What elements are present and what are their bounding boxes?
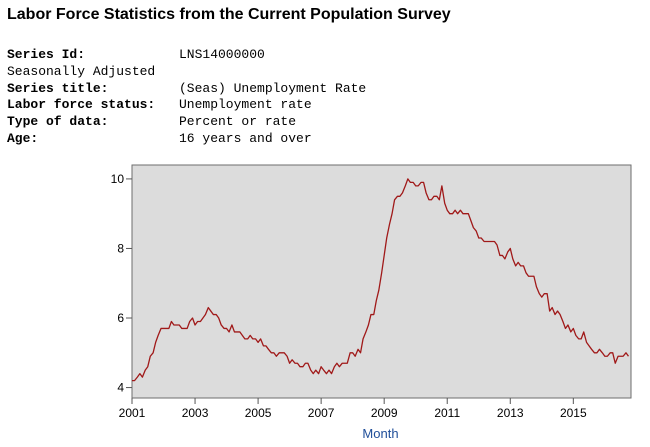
seasonal-note: Seasonally Adjusted [7, 63, 156, 79]
data-type-label: Type of data: [7, 114, 109, 130]
data-type-value: Percent or rate [179, 114, 297, 130]
plot-area [131, 164, 632, 399]
y-tick-label: 8 [117, 241, 124, 255]
x-tick-label: 2013 [497, 406, 524, 420]
x-tick-label: 2001 [119, 406, 146, 420]
age-value: 16 years and over [179, 130, 312, 146]
labor-status-label: Labor force status: [7, 97, 156, 113]
page-title: Labor Force Statistics from the Current … [7, 6, 451, 23]
y-tick-label: 4 [117, 381, 124, 395]
unemployment-rate-chart: 4 6 8 10 2001 2003 2005 2007 2009 2011 2013 2015 Mo… [111, 164, 632, 441]
x-tick-label: 2009 [371, 406, 398, 420]
series-title-value: (Seas) Unemployment Rate [179, 80, 367, 96]
y-tick-label: 10 [111, 172, 125, 186]
y-tick-label: 6 [117, 311, 124, 325]
labor-status-value: Unemployment rate [179, 97, 312, 113]
x-tick-label: 2007 [308, 406, 335, 420]
series-id-label: Series Id: [7, 47, 86, 62]
series-title-label: Series title: [7, 80, 109, 96]
x-tick-label: 2005 [245, 406, 272, 420]
x-axis-label: Month [362, 426, 398, 441]
series-line [132, 178, 630, 382]
x-tick-label: 2015 [560, 406, 587, 420]
x-tick-label: 2003 [182, 406, 209, 420]
series-id-value: LNS14000000 [179, 47, 265, 62]
age-label: Age: [7, 130, 39, 146]
axis-ticks: 4 6 8 10 2001 2003 2005 2007 2009 2011 2013 2015 [111, 172, 587, 420]
x-tick-label: 2011 [434, 406, 460, 420]
